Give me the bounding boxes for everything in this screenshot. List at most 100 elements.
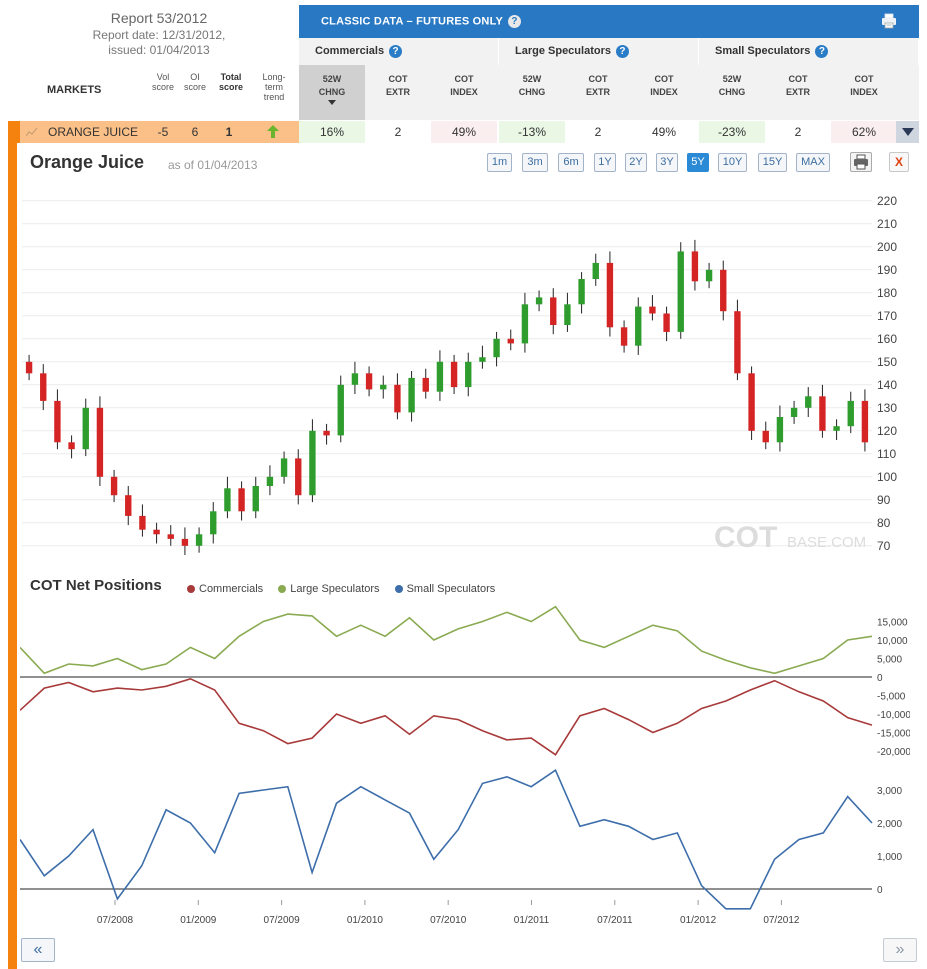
cot-x-axis: 07/2008 01/2009 07/2009 01/2010 07/2010 01/20… — [97, 900, 800, 926]
range-1m-button[interactable]: 1m — [487, 153, 512, 172]
report-issued: issued: 01/04/2013 — [108, 43, 210, 57]
legend-label: Commercials — [199, 583, 264, 595]
help-icon[interactable]: ? — [508, 15, 522, 28]
col-small-52w-chng[interactable]: 52W CHNG — [699, 65, 765, 120]
candle-body — [25, 361, 33, 374]
x-tick-label: 07/2012 — [763, 915, 800, 926]
range-2y-button[interactable]: 2Y — [625, 153, 647, 172]
candle-body — [861, 400, 869, 443]
col-small-cot-extr[interactable]: COT EXTR — [765, 65, 831, 120]
candle-body — [422, 377, 429, 392]
candle-body — [394, 384, 401, 413]
candle-body — [776, 417, 784, 443]
col-commercials-52w-chng[interactable]: 52W CHNG — [299, 65, 365, 120]
col-small-cot-index[interactable]: COT INDEX — [831, 65, 897, 120]
candle-body — [748, 373, 755, 431]
col-line1: COT — [588, 74, 608, 84]
markets-label: MARKETS — [47, 84, 102, 96]
x-tick-label: 01/2010 — [347, 915, 384, 926]
candle-body — [337, 384, 344, 436]
cot-grid — [20, 676, 872, 890]
chart-close-button[interactable]: X — [889, 152, 909, 172]
candle-body — [847, 400, 854, 427]
legend-commercials[interactable]: Commercials — [187, 583, 263, 595]
y-tick-label: -15,000 — [877, 729, 910, 740]
total-score-header[interactable]: Total score — [218, 72, 244, 92]
legend-small-speculators[interactable]: Small Speculators — [394, 583, 495, 595]
col-large-cot-index[interactable]: COT INDEX — [631, 65, 697, 120]
col-line2: EXTR — [385, 87, 410, 97]
legend-large-speculators[interactable]: Large Speculators — [278, 583, 380, 595]
col-commercials-cot-index[interactable]: COT INDEX — [431, 65, 497, 120]
col-line2: INDEX — [650, 87, 678, 97]
range-15y-button[interactable]: 15Y — [758, 153, 787, 172]
candle-body — [365, 373, 373, 390]
row-expand-button[interactable] — [896, 121, 919, 143]
previous-market-button[interactable]: « — [21, 938, 55, 962]
col-line1: COT — [654, 74, 674, 84]
y-tick-label: 190 — [877, 263, 897, 277]
range-10y-button[interactable]: 10Y — [718, 153, 747, 172]
candle-body — [224, 488, 231, 512]
cell-commercials-52w-chng: 16% — [299, 121, 365, 143]
y-tick-label: 110 — [877, 447, 896, 461]
y-tick-label: 160 — [877, 332, 897, 346]
candle-body — [790, 407, 798, 417]
table-row[interactable]: ORANGE JUICE -5 6 1 16% 2 49% -13% 2 49%… — [8, 121, 919, 143]
series-line — [20, 605, 873, 675]
y-tick-label: 210 — [877, 217, 897, 231]
range-1y-button[interactable]: 1Y — [594, 153, 616, 172]
group-commercials-label: Commercials — [315, 45, 385, 57]
col-large-52w-chng[interactable]: 52W CHNG — [499, 65, 565, 120]
group-header-row: Commercials? Large Speculators? Small Sp… — [299, 38, 919, 65]
candle-body — [805, 396, 812, 408]
y-tick-label: 1,000 — [877, 852, 902, 863]
y-tick-label: 220 — [877, 194, 897, 208]
cot-legend: Commercials Large Speculators Small Spec… — [187, 583, 507, 595]
col-line2: EXTR — [585, 87, 610, 97]
x-tick-label: 07/2010 — [430, 915, 467, 926]
col-large-cot-extr[interactable]: COT EXTR — [565, 65, 631, 120]
candle-body — [110, 476, 118, 496]
col-line2: INDEX — [850, 87, 878, 97]
oi-score-value: 6 — [191, 125, 199, 139]
range-5y-button[interactable]: 5Y — [687, 153, 709, 172]
classic-data-bar: CLASSIC DATA – FUTURES ONLY? — [299, 5, 919, 38]
help-icon[interactable]: ? — [815, 44, 829, 58]
candle-body — [450, 361, 458, 388]
y-tick-label: 120 — [877, 424, 897, 438]
candle-body — [635, 306, 642, 346]
y-tick-label: 170 — [877, 309, 897, 323]
market-name[interactable]: ORANGE JUICE — [48, 125, 139, 139]
y-tick-label: 200 — [877, 240, 897, 254]
col-line2: INDEX — [450, 87, 478, 97]
help-icon[interactable]: ? — [615, 44, 629, 58]
next-market-button[interactable]: » — [883, 938, 917, 962]
y-tick-label: 0 — [877, 673, 883, 684]
y-tick-label: -20,000 — [877, 747, 910, 758]
candle-body — [606, 262, 614, 328]
candle-body — [181, 538, 189, 546]
range-3m-button[interactable]: 3m — [522, 153, 548, 172]
print-icon[interactable] — [881, 13, 897, 29]
vol-score-header[interactable]: Vol score — [151, 72, 174, 92]
help-icon[interactable]: ? — [389, 44, 403, 58]
candle-body — [535, 297, 543, 305]
candle-body — [210, 511, 217, 535]
trend-header[interactable]: Long-term trend — [262, 72, 286, 102]
oi-score-header[interactable]: OI score — [183, 72, 206, 92]
y-tick-label: 3,000 — [877, 786, 902, 797]
col-line1: 52W — [722, 74, 742, 84]
candle-body — [493, 338, 500, 358]
group-commercials: Commercials? — [299, 38, 499, 65]
candle-body — [663, 313, 670, 332]
candle-body — [762, 430, 769, 443]
candle-body — [54, 400, 61, 443]
cell-commercials-cot-index: 49% — [431, 121, 497, 143]
y-tick-label: 10,000 — [877, 636, 908, 647]
range-3y-button[interactable]: 3Y — [656, 153, 678, 172]
col-commercials-cot-extr[interactable]: COT EXTR — [365, 65, 431, 120]
range-6m-button[interactable]: 6m — [558, 153, 584, 172]
range-max-button[interactable]: MAX — [796, 153, 830, 172]
chart-print-button[interactable] — [850, 152, 872, 172]
